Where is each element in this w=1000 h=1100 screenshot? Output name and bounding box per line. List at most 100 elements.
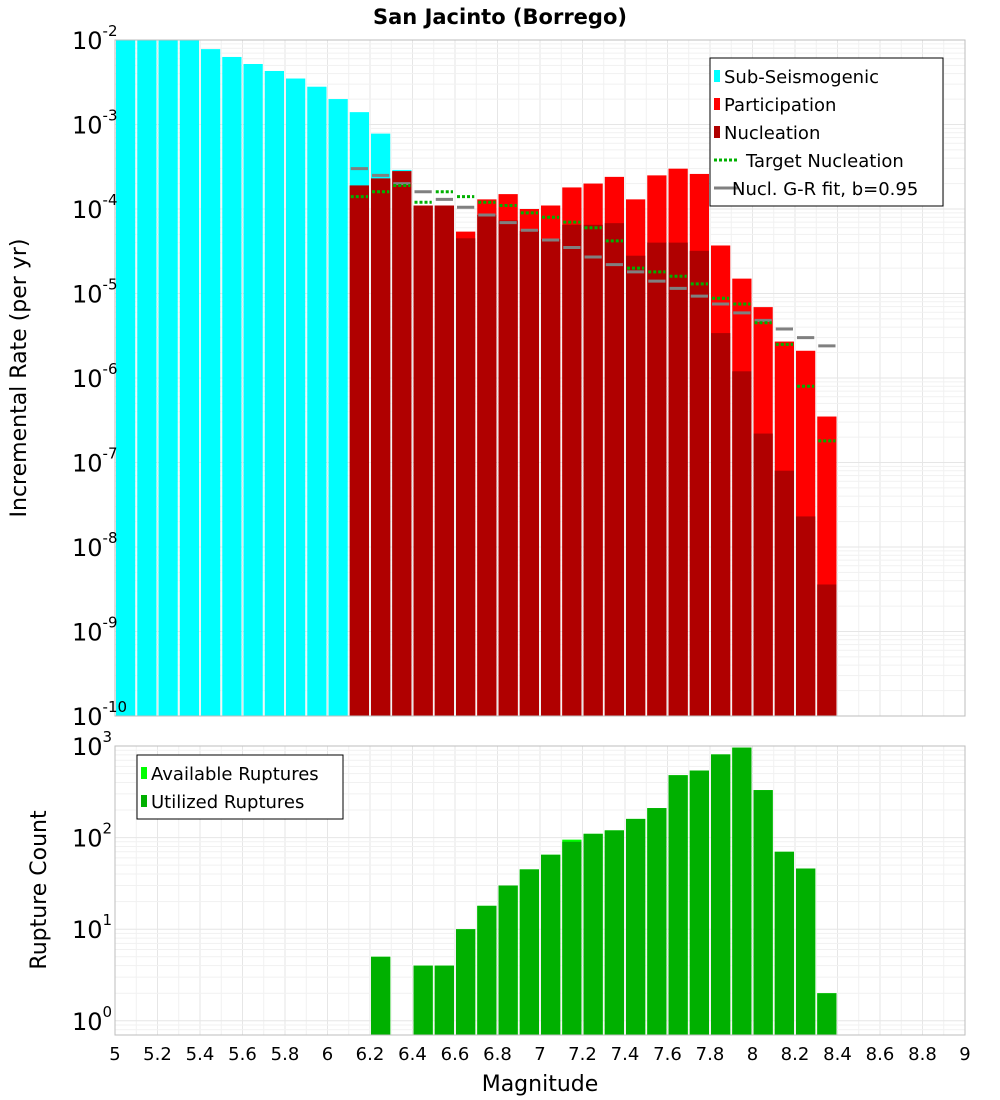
x-tick-label: 5.2 bbox=[143, 1044, 172, 1065]
y-tick-label: 10-3 bbox=[72, 107, 118, 140]
nucleation-bar bbox=[817, 584, 837, 716]
x-tick-label: 6.2 bbox=[356, 1044, 385, 1065]
utilized-ruptures-bar bbox=[583, 833, 603, 1035]
x-tick-label: 9 bbox=[959, 1044, 970, 1065]
nucleation-bar bbox=[796, 516, 816, 716]
rate-plot-bars bbox=[116, 40, 837, 717]
nucleation-bar bbox=[689, 250, 709, 716]
nucleation-bar bbox=[541, 239, 561, 717]
legend-label: Target Nucleation bbox=[745, 151, 904, 172]
utilized-ruptures-bar bbox=[689, 770, 709, 1035]
utilized-ruptures-bar bbox=[711, 754, 731, 1035]
sub-seismogenic-bar bbox=[286, 78, 306, 717]
utilized-ruptures-bar bbox=[796, 868, 816, 1035]
sub-seismogenic-bar bbox=[137, 40, 157, 716]
sub-seismogenic-bar bbox=[116, 40, 136, 716]
legend-swatch bbox=[714, 98, 720, 110]
utilized-ruptures-bar bbox=[626, 818, 646, 1035]
nucleation-bar bbox=[732, 371, 752, 716]
nucleation-bar bbox=[392, 171, 412, 716]
rate-plot-frame bbox=[114, 39, 966, 717]
y-tick-label: 10-4 bbox=[72, 191, 118, 224]
x-tick-label: 7.6 bbox=[653, 1044, 682, 1065]
x-tick-label: 6.6 bbox=[441, 1044, 470, 1065]
nucleation-bar bbox=[349, 185, 369, 717]
rate-plot-legend: Sub-Seismogenic Participation Nucleation Ta… bbox=[709, 57, 944, 207]
utilized-ruptures-bar bbox=[817, 993, 837, 1035]
nucleation-bar bbox=[498, 220, 518, 716]
rate-plot-y-ticks: 10-10 10-9 10-8 10-7 10-6 10-5 10-4 10-3 10-2 bbox=[72, 22, 127, 731]
y-tick-label: 10-6 bbox=[72, 360, 118, 393]
nucleation-bar bbox=[668, 242, 688, 717]
utilized-ruptures-bar bbox=[541, 854, 561, 1035]
y-tick-label: 102 bbox=[72, 820, 112, 853]
x-tick-label: 8 bbox=[747, 1044, 758, 1065]
x-tick-label: 5.6 bbox=[228, 1044, 257, 1065]
x-tick-label: 7 bbox=[534, 1044, 545, 1065]
sub-seismogenic-bar bbox=[328, 99, 348, 716]
utilized-ruptures-bar bbox=[774, 851, 794, 1035]
y-tick-label: 10-8 bbox=[72, 529, 118, 562]
nucleation-bar bbox=[413, 205, 433, 716]
sub-seismogenic-bar bbox=[179, 40, 199, 716]
utilized-ruptures-bar bbox=[434, 965, 454, 1035]
legend-label: Available Ruptures bbox=[151, 764, 319, 785]
legend-swatch bbox=[714, 70, 720, 82]
x-axis-label: Magnitude bbox=[482, 1072, 599, 1097]
y-tick-label: 10-7 bbox=[72, 445, 118, 478]
x-tick-label: 7.4 bbox=[611, 1044, 640, 1065]
y-tick-label: 100 bbox=[72, 1003, 112, 1036]
x-tick-label: 7.8 bbox=[696, 1044, 725, 1065]
legend-box bbox=[136, 754, 344, 820]
rate-plot-y-label: Incremental Rate (per yr) bbox=[7, 239, 32, 518]
nucleation-bar bbox=[753, 433, 773, 716]
utilized-ruptures-bar bbox=[604, 830, 624, 1035]
legend-swatch bbox=[714, 126, 720, 138]
utilized-ruptures-bar bbox=[477, 905, 497, 1035]
sub-seismogenic-bar bbox=[222, 56, 242, 716]
y-tick-label: 10-5 bbox=[72, 276, 118, 309]
nucleation-bar bbox=[434, 205, 454, 716]
sub-seismogenic-bar bbox=[243, 63, 263, 716]
count-plot-bars bbox=[371, 747, 837, 1035]
utilized-ruptures-bar bbox=[668, 775, 688, 1035]
rate-plot-lines bbox=[350, 167, 836, 443]
y-tick-label: 10-9 bbox=[72, 614, 118, 647]
x-tick-label: 5.4 bbox=[186, 1044, 215, 1065]
x-tick-label: 8.2 bbox=[781, 1044, 810, 1065]
nucleation-bar bbox=[647, 242, 667, 717]
nucleation-bar bbox=[477, 214, 497, 716]
x-tick-label: 5.8 bbox=[271, 1044, 300, 1065]
utilized-ruptures-bar bbox=[498, 885, 518, 1035]
utilized-ruptures-bar bbox=[413, 965, 433, 1035]
y-tick-label: 101 bbox=[72, 911, 112, 944]
legend-label: Nucl. G-R fit, b=0.95 bbox=[732, 179, 918, 200]
nucleation-bar bbox=[774, 470, 794, 716]
count-plot-y-ticks: 100 101 102 103 bbox=[72, 728, 112, 1036]
x-tick-label: 8.4 bbox=[823, 1044, 852, 1065]
count-plot-frame bbox=[114, 745, 966, 1036]
utilized-ruptures-bar bbox=[732, 747, 752, 1035]
count-plot-x-ticks: 5 5.2 5.4 5.6 5.8 6 6.2 6.4 6.6 6.8 7 7.2 7.4 7.6 7.8 8… bbox=[109, 1044, 970, 1065]
utilized-ruptures-bar bbox=[371, 956, 391, 1035]
utilized-ruptures-bar bbox=[647, 808, 667, 1035]
y-tick-label: 103 bbox=[72, 728, 112, 761]
x-tick-label: 6 bbox=[322, 1044, 333, 1065]
count-plot: 100 101 102 103 5 5.2 5.4 5.6 5.8 6 6.2 6.4 6.6 6.8 7… bbox=[27, 728, 971, 1097]
legend-box bbox=[709, 57, 944, 207]
x-tick-label: 6.8 bbox=[483, 1044, 512, 1065]
utilized-ruptures-bar bbox=[519, 869, 539, 1035]
sub-seismogenic-bar bbox=[158, 40, 178, 716]
x-tick-label: 8.6 bbox=[866, 1044, 895, 1065]
count-plot-y-label: Rupture Count bbox=[27, 810, 52, 970]
nucleation-bar bbox=[519, 230, 539, 717]
legend-swatch bbox=[141, 795, 147, 807]
legend-label: Utilized Ruptures bbox=[151, 792, 304, 813]
sub-seismogenic-bar bbox=[307, 86, 327, 716]
nucleation-bar bbox=[456, 238, 476, 717]
x-tick-label: 5 bbox=[109, 1044, 120, 1065]
chart-title: San Jacinto (Borrego) bbox=[373, 5, 627, 29]
nucleation-bar bbox=[711, 333, 731, 716]
sub-seismogenic-bar bbox=[201, 49, 221, 717]
